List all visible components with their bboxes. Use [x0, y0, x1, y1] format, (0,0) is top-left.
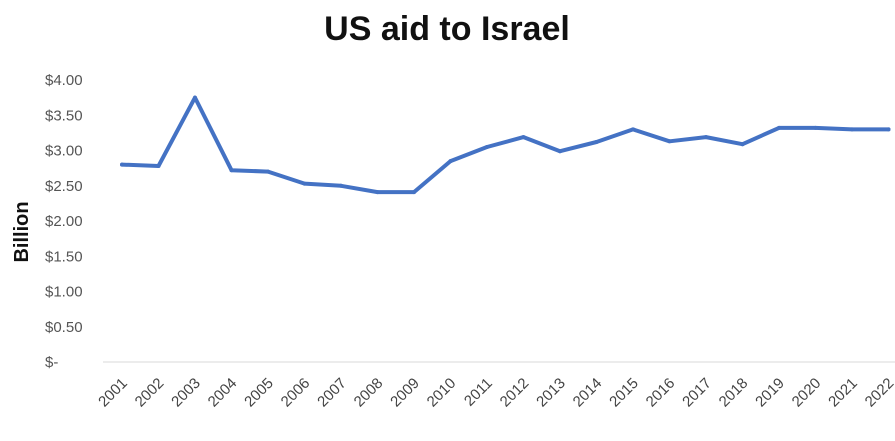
y-axis-label: Billion	[11, 201, 33, 262]
data-point	[120, 162, 124, 167]
x-tick-label: 2014	[570, 375, 606, 411]
data-point	[302, 181, 307, 186]
data-point	[813, 125, 818, 130]
data-point	[850, 127, 854, 132]
data-point	[266, 169, 270, 174]
x-tick-label: 2022	[862, 375, 895, 411]
data-point	[594, 140, 599, 144]
x-tick-label: 2005	[241, 375, 277, 411]
x-tick-label: 2016	[643, 375, 679, 411]
x-tick-label: 2015	[606, 375, 642, 411]
y-axis-ticks: $- $0.50 $1.00 $1.50 $2.00 $2.50 $3.00 $3.50 $4.…	[45, 72, 83, 371]
x-tick-label: 2018	[716, 375, 752, 411]
x-tick-label: 2008	[351, 375, 387, 411]
y-tick-label: $4.00	[45, 72, 83, 89]
data-point	[558, 149, 562, 154]
data-point	[193, 95, 197, 100]
data-point	[485, 145, 489, 149]
data-point	[777, 125, 781, 130]
x-tick-label: 2020	[789, 375, 825, 411]
y-tick-label: $3.50	[45, 107, 83, 124]
y-tick-label: $0.50	[45, 319, 83, 336]
data-point	[886, 127, 891, 132]
chart-title: US aid to Israel	[324, 10, 570, 48]
data-point	[631, 127, 635, 132]
y-tick-label: $-	[45, 354, 58, 371]
data-point	[667, 139, 672, 144]
x-tick-label: 2021	[825, 375, 861, 411]
y-tick-label: $2.50	[45, 178, 83, 195]
x-tick-label: 2006	[278, 375, 314, 411]
x-tick-label: 2009	[387, 375, 423, 411]
y-tick-label: $1.50	[45, 248, 83, 265]
x-tick-label: 2004	[205, 375, 241, 411]
y-tick-label: $1.00	[45, 284, 83, 301]
data-point	[740, 142, 745, 147]
series-group	[120, 95, 891, 195]
data-point	[412, 190, 416, 195]
y-tick-label: $3.00	[45, 143, 83, 160]
data-point	[229, 168, 234, 173]
x-tick-label: 2007	[314, 375, 350, 411]
data-point	[156, 164, 161, 168]
x-tick-label: 2013	[533, 375, 569, 411]
x-tick-label: 2010	[424, 375, 460, 411]
x-axis-ticks: 2001 2002 2003 2004 2005 2006 2007 2008 2009 2010…	[95, 375, 895, 411]
x-tick-label: 2019	[752, 375, 788, 411]
x-tick-label: 2003	[168, 375, 204, 411]
data-point	[448, 159, 453, 164]
data-point	[521, 135, 526, 140]
series-line	[120, 95, 891, 195]
data-point	[375, 190, 380, 195]
x-tick-label: 2012	[497, 375, 533, 411]
x-tick-label: 2017	[679, 375, 715, 411]
data-point	[704, 135, 708, 140]
x-tick-label: 2002	[132, 375, 168, 411]
data-point	[339, 183, 343, 188]
y-tick-label: $2.00	[45, 213, 83, 230]
x-tick-label: 2011	[461, 375, 496, 410]
x-tick-label: 2001	[95, 375, 131, 411]
